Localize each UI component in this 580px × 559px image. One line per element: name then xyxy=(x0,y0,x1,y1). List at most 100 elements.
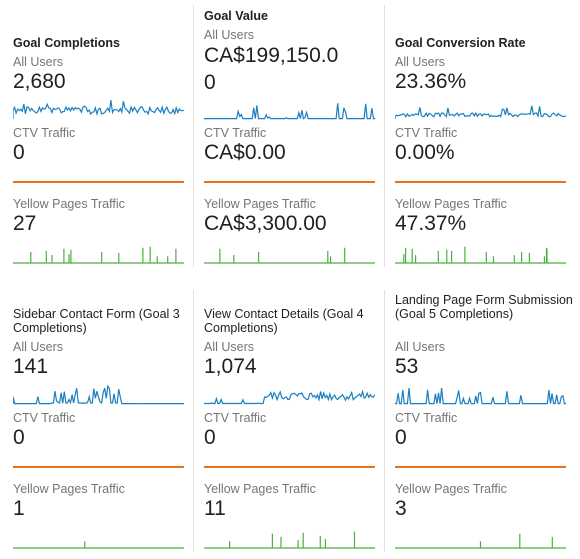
sidebar-contact-form-card[interactable]: Sidebar Contact Form (Goal 3 Completions… xyxy=(13,285,194,559)
all-users-sparkline xyxy=(395,100,566,120)
yellow-pages-sparkline xyxy=(13,529,184,549)
all-users-sparkline xyxy=(13,383,184,405)
goal-value-card[interactable]: Goal Value All Users CA$199,150.0 0 CTV … xyxy=(204,0,385,268)
yellow-pages-segment: Yellow Pages Traffic CA$3,300.00 xyxy=(204,197,382,235)
segment-label: Yellow Pages Traffic xyxy=(13,197,125,211)
segment-label: Yellow Pages Traffic xyxy=(13,482,125,496)
ctv-segment: CTV Traffic 0.00% xyxy=(395,126,573,164)
metric-value: 0 xyxy=(204,426,216,449)
all-users-trend-line xyxy=(13,384,184,405)
column-divider xyxy=(384,290,385,552)
segment-label: Yellow Pages Traffic xyxy=(204,197,316,211)
yellow-pages-sparkline xyxy=(395,244,566,264)
metric-value: 0 xyxy=(13,426,25,449)
ctv-sparkline xyxy=(395,461,566,473)
card-title: Goal Conversion Rate xyxy=(395,36,526,50)
ctv-sparkline xyxy=(13,461,184,473)
all-users-sparkline xyxy=(13,98,184,120)
ctv-sparkline xyxy=(204,176,375,188)
yellow-pages-segment: Yellow Pages Traffic 3 xyxy=(395,482,573,520)
all-users-trend-line xyxy=(204,103,375,120)
metric-value: 3 xyxy=(395,497,407,520)
metric-value: 0.00% xyxy=(395,141,455,164)
yellow-pages-sparkline xyxy=(204,244,375,264)
metric-value: 141 xyxy=(13,355,49,378)
segment-label: CTV Traffic xyxy=(395,126,458,140)
segment-label: All Users xyxy=(13,340,64,354)
metric-value: 53 xyxy=(395,355,419,378)
all-users-trend-line xyxy=(395,387,566,405)
card-title: Sidebar Contact Form (Goal 3 Completions… xyxy=(13,307,180,335)
ctv-segment: CTV Traffic 0 xyxy=(395,411,573,449)
segment-label: Yellow Pages Traffic xyxy=(395,197,507,211)
metric-value: 11 xyxy=(204,497,226,520)
column-divider xyxy=(193,290,194,552)
all-users-trend-line xyxy=(204,389,375,405)
ctv-segment: CTV Traffic 0 xyxy=(13,126,191,164)
yellow-pages-trend-line xyxy=(13,541,184,549)
metric-value: 0 xyxy=(13,141,25,164)
goal-conversion-rate-card[interactable]: Goal Conversion Rate All Users 23.36% CT… xyxy=(395,0,576,268)
segment-label: CTV Traffic xyxy=(204,411,267,425)
all-users-trend-line xyxy=(13,100,184,119)
segment-label: CTV Traffic xyxy=(13,411,76,425)
yellow-pages-sparkline xyxy=(204,529,375,549)
segment-label: All Users xyxy=(395,340,446,354)
metric-value: 2,680 xyxy=(13,70,66,93)
ctv-segment: CTV Traffic 0 xyxy=(13,411,191,449)
yellow-pages-sparkline xyxy=(395,529,566,549)
yellow-pages-trend-line xyxy=(204,247,375,264)
goal-completions-card[interactable]: Goal Completions All Users 2,680 CTV Tra… xyxy=(13,0,194,268)
yellow-pages-trend-line xyxy=(395,246,566,264)
column-divider xyxy=(193,5,194,267)
yellow-pages-segment: Yellow Pages Traffic 27 xyxy=(13,197,191,235)
all-users-sparkline xyxy=(395,385,566,405)
segment-label: Yellow Pages Traffic xyxy=(395,482,507,496)
ctv-sparkline xyxy=(204,461,375,473)
ctv-segment: CTV Traffic 0 xyxy=(204,411,382,449)
metric-value: 23.36% xyxy=(395,70,467,93)
all-users-segment: All Users 141 xyxy=(13,340,191,378)
ctv-sparkline xyxy=(395,176,566,188)
ctv-segment: CTV Traffic CA$0.00 xyxy=(204,126,382,164)
all-users-segment: All Users 2,680 xyxy=(13,55,191,93)
yellow-pages-trend-line xyxy=(204,531,375,549)
metric-value: CA$0.00 xyxy=(204,141,286,164)
yellow-pages-segment: Yellow Pages Traffic 1 xyxy=(13,482,191,520)
metric-value: 47.37% xyxy=(395,212,467,235)
landing-page-form-card[interactable]: Landing Page Form Submission (Goal 5 Com… xyxy=(395,285,576,559)
card-title: Landing Page Form Submission (Goal 5 Com… xyxy=(395,293,573,321)
all-users-trend-line xyxy=(395,105,566,119)
all-users-sparkline xyxy=(204,100,375,120)
all-users-sparkline xyxy=(204,385,375,405)
metric-value: CA$3,300.00 xyxy=(204,212,327,235)
all-users-segment: All Users 53 xyxy=(395,340,573,378)
yellow-pages-trend-line xyxy=(395,533,566,549)
card-title: Goal Completions xyxy=(13,36,120,50)
card-title: Goal Value xyxy=(204,9,268,23)
ctv-sparkline xyxy=(13,176,184,188)
yellow-pages-sparkline xyxy=(13,244,184,264)
view-contact-details-card[interactable]: View Contact Details (Goal 4 Completions… xyxy=(204,285,385,559)
metric-value: 1,074 xyxy=(204,355,257,378)
segment-label: All Users xyxy=(395,55,446,69)
segment-label: All Users xyxy=(204,28,255,42)
yellow-pages-segment: Yellow Pages Traffic 11 xyxy=(204,482,382,520)
metric-value: 1 xyxy=(13,497,25,520)
all-users-segment: All Users 1,074 xyxy=(204,340,382,378)
segment-label: CTV Traffic xyxy=(395,411,458,425)
segment-label: CTV Traffic xyxy=(204,126,267,140)
segment-label: Yellow Pages Traffic xyxy=(204,482,316,496)
all-users-segment: All Users CA$199,150.0 0 xyxy=(204,28,382,96)
yellow-pages-segment: Yellow Pages Traffic 47.37% xyxy=(395,197,573,235)
all-users-segment: All Users 23.36% xyxy=(395,55,573,93)
segment-label: CTV Traffic xyxy=(13,126,76,140)
segment-label: All Users xyxy=(13,55,64,69)
metric-value: CA$199,150.0 0 xyxy=(204,44,339,94)
column-divider xyxy=(384,5,385,267)
segment-label: All Users xyxy=(204,340,255,354)
metric-value: 27 xyxy=(13,212,37,235)
card-title: View Contact Details (Goal 4 Completions… xyxy=(204,307,364,335)
yellow-pages-trend-line xyxy=(13,246,184,264)
